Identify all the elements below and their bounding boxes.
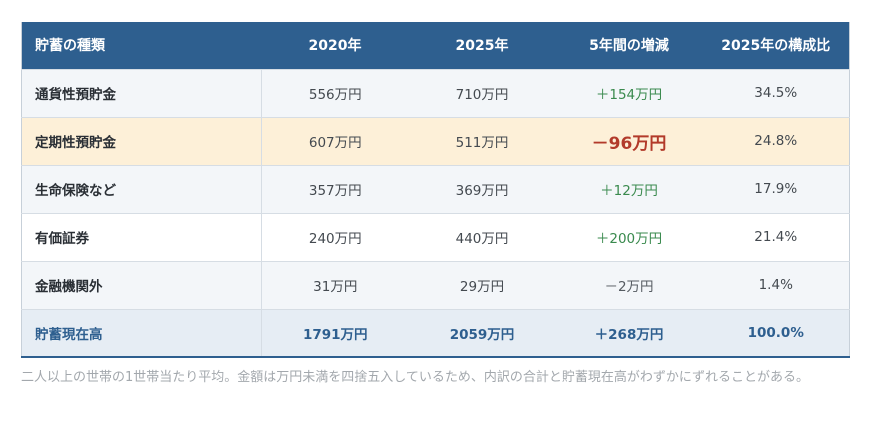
total-2025: 2059万円 <box>408 308 556 358</box>
cell-2025: 710万円 <box>408 68 556 117</box>
table-total-row: 貯蓄現在高 1791万円 2059万円 ＋268万円 100.0% <box>21 308 850 358</box>
row-label: 定期性預貯金 <box>21 116 262 165</box>
savings-table: 貯蓄の種類 2020年 2025年 5年間の増減 2025年の構成比 通貨性預貯… <box>21 22 850 358</box>
cell-2020: 607万円 <box>261 116 409 165</box>
table-header-row: 貯蓄の種類 2020年 2025年 5年間の増減 2025年の構成比 <box>21 22 850 69</box>
row-label: 生命保険など <box>21 164 262 213</box>
cell-change: ＋12万円 <box>555 164 703 213</box>
row-label: 通貨性預貯金 <box>21 68 262 117</box>
row-label: 金融機関外 <box>21 260 262 309</box>
cell-2025: 369万円 <box>408 164 556 213</box>
header-2020: 2020年 <box>308 38 362 55</box>
total-label: 貯蓄現在高 <box>21 308 262 358</box>
savings-table-container: 貯蓄の種類 2020年 2025年 5年間の増減 2025年の構成比 通貨性預貯… <box>21 22 850 358</box>
cell-change-emphasized: －96万円 <box>555 116 703 165</box>
total-share: 100.0% <box>702 308 850 358</box>
table-row-highlighted: 定期性預貯金 607万円 511万円 －96万円 24.8% <box>21 116 850 165</box>
header-5yr-change: 5年間の増減 <box>589 38 669 55</box>
cell-share: 17.9% <box>702 164 850 213</box>
cell-2020: 357万円 <box>261 164 409 213</box>
header-savings-type: 貯蓄の種類 <box>35 38 105 55</box>
cell-change: ＋200万円 <box>555 212 703 261</box>
total-2020: 1791万円 <box>261 308 409 358</box>
table-row: 通貨性預貯金 556万円 710万円 ＋154万円 34.5% <box>21 68 850 117</box>
header-2025-share: 2025年の構成比 <box>721 38 831 55</box>
cell-share: 24.8% <box>702 116 850 165</box>
header-2025: 2025年 <box>455 38 509 55</box>
footnote: 二人以上の世帯の1世帯当たり平均。金額は万円未満を四捨五入しているため、内訳の合… <box>21 370 810 385</box>
cell-2025: 440万円 <box>408 212 556 261</box>
cell-share: 21.4% <box>702 212 850 261</box>
table-row: 金融機関外 31万円 29万円 －2万円 1.4% <box>21 260 850 309</box>
cell-change: ＋154万円 <box>555 68 703 117</box>
cell-2020: 556万円 <box>261 68 409 117</box>
cell-share: 34.5% <box>702 68 850 117</box>
cell-2020: 240万円 <box>261 212 409 261</box>
cell-2020: 31万円 <box>261 260 409 309</box>
cell-2025: 29万円 <box>408 260 556 309</box>
row-label: 有価証券 <box>21 212 262 261</box>
cell-share: 1.4% <box>702 260 850 309</box>
table-row: 生命保険など 357万円 369万円 ＋12万円 17.9% <box>21 164 850 213</box>
table-row: 有価証券 240万円 440万円 ＋200万円 21.4% <box>21 212 850 261</box>
cell-2025: 511万円 <box>408 116 556 165</box>
total-change: ＋268万円 <box>555 308 703 358</box>
cell-change: －2万円 <box>555 260 703 309</box>
